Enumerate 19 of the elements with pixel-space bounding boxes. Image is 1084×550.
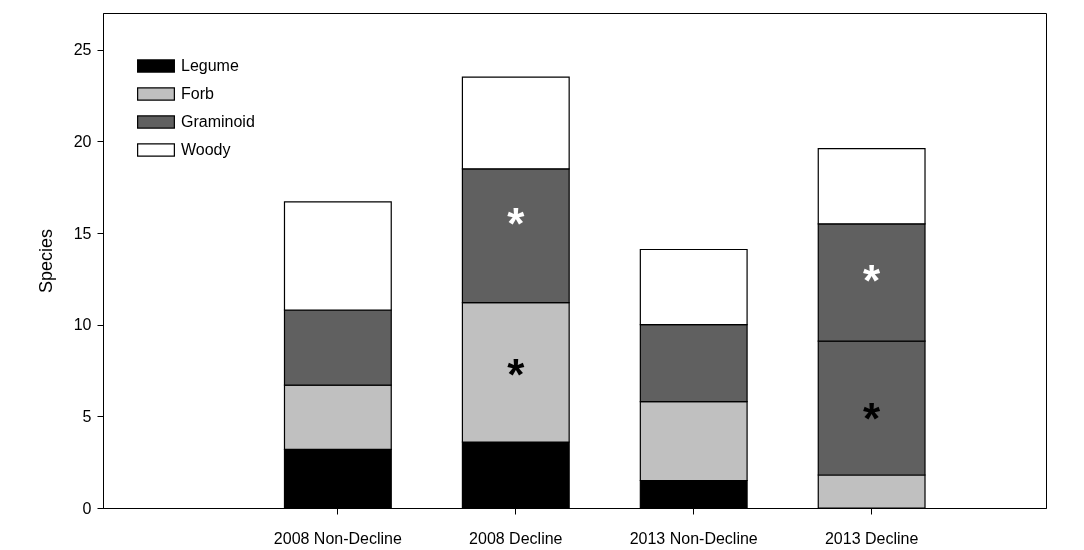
legend-label: Forb [181,85,214,102]
legend-label: Graminoid [181,113,255,130]
annotation: * [507,198,526,248]
legend-label: Legume [181,57,239,74]
y-tick-label: 25 [73,41,92,59]
x-tick-label: 2008 Non-Decline [273,529,402,547]
x-tick-label: 2008 Decline [469,529,563,547]
x-tick-label: 2013 Non-Decline [629,529,758,547]
annotation: * [507,349,526,399]
y-tick-label: 5 [82,407,92,425]
annotation: * [863,394,882,444]
y-tick-label: 15 [73,224,92,242]
y-tick-label: 0 [82,499,92,517]
legend-label: Woody [181,141,231,158]
annotation: * [863,255,882,305]
y-tick-label: 10 [73,316,92,334]
y-axis-title: Species [35,228,56,294]
x-tick-label: 2013 Decline [824,529,919,547]
y-tick-label: 20 [73,132,92,150]
